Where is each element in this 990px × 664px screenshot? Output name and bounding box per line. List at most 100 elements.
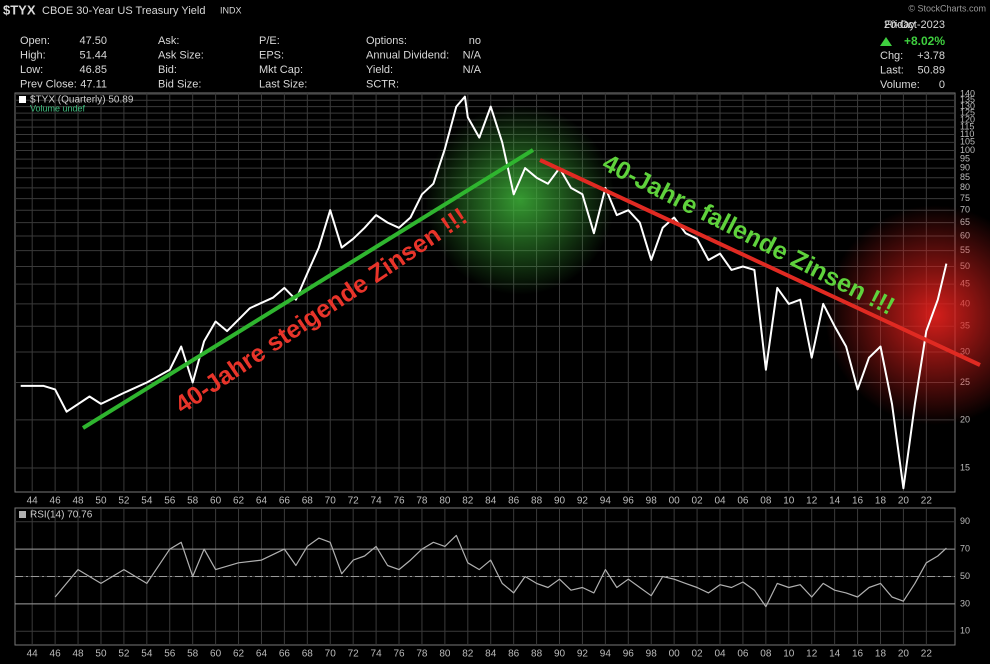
x-tick-label: 88 — [531, 496, 543, 507]
quote-value: 46.85 — [79, 64, 107, 76]
x-tick-label: 60 — [210, 649, 222, 660]
x-tick-label: 78 — [416, 649, 428, 660]
quote-label: Prev Close: — [20, 78, 77, 90]
x-tick-label: 96 — [623, 649, 635, 660]
series-line — [54, 534, 947, 608]
falling-trend-line — [539, 158, 981, 367]
x-tick-label: 82 — [462, 496, 474, 507]
y-tick-label: 100 — [960, 145, 975, 155]
y-tick-label: 70 — [960, 543, 970, 553]
quote-value: 47.50 — [79, 35, 107, 47]
volume-label: Volume undef — [30, 103, 86, 113]
stat-value: 50.89 — [917, 64, 945, 76]
x-tick-label: 04 — [714, 496, 726, 507]
x-tick-label: 56 — [164, 649, 176, 660]
x-tick-label: 14 — [829, 649, 841, 660]
y-tick-label: 95 — [960, 153, 970, 163]
y-tick-label: 140 — [960, 89, 975, 99]
x-tick-label: 44 — [27, 649, 39, 660]
x-tick-label: 88 — [531, 649, 543, 660]
change-pct: +8.02% — [904, 34, 945, 48]
x-tick-label: 64 — [256, 496, 268, 507]
quote-label: Mkt Cap: — [259, 64, 303, 76]
x-tick-label: 78 — [416, 496, 428, 507]
y-tick-label: 30 — [960, 598, 970, 608]
x-tick-label: 00 — [669, 496, 681, 507]
x-tick-label: 72 — [348, 496, 360, 507]
y-tick-label: 135 — [960, 95, 975, 105]
x-tick-label: 50 — [95, 496, 107, 507]
x-tick-label: 70 — [325, 649, 337, 660]
x-tick-label: 80 — [439, 496, 451, 507]
x-tick-label: 74 — [371, 496, 383, 507]
x-tick-label: 46 — [50, 496, 62, 507]
x-tick-label: 06 — [737, 496, 749, 507]
series-line — [20, 95, 948, 490]
x-tick-label: 86 — [508, 496, 520, 507]
y-tick-label: 125 — [960, 108, 975, 118]
y-tick-label: 110 — [960, 129, 974, 139]
x-tick-label: 74 — [371, 649, 383, 660]
quote-value: N/A — [463, 64, 482, 76]
x-tick-label: 48 — [72, 649, 84, 660]
x-tick-label: 18 — [875, 649, 887, 660]
x-tick-label: 06 — [737, 649, 749, 660]
y-tick-label: 75 — [960, 193, 970, 203]
x-tick-label: 08 — [760, 496, 772, 507]
day: Friday — [884, 19, 915, 31]
quote-value: no — [469, 35, 481, 47]
x-tick-label: 72 — [348, 649, 360, 660]
quote-label: Open: — [20, 35, 50, 47]
x-tick-label: 12 — [806, 649, 818, 660]
x-tick-label: 62 — [233, 496, 245, 507]
stat-label: Last: — [880, 64, 904, 76]
x-tick-label: 84 — [485, 649, 497, 660]
x-tick-label: 56 — [164, 496, 176, 507]
quote-label: Ask Size: — [158, 49, 204, 61]
x-tick-label: 98 — [646, 649, 658, 660]
x-tick-label: 20 — [898, 496, 910, 507]
y-tick-label: 105 — [960, 137, 975, 147]
stat-label: Volume: — [880, 79, 920, 91]
quote-label: Last Size: — [259, 78, 307, 90]
y-tick-label: 90 — [960, 163, 970, 173]
x-tick-label: 04 — [714, 649, 726, 660]
y-tick-label: 80 — [960, 182, 970, 192]
x-tick-label: 94 — [600, 496, 612, 507]
x-tick-label: 92 — [577, 496, 589, 507]
x-tick-label: 68 — [302, 496, 314, 507]
stat-label: Chg: — [880, 50, 903, 62]
y-tick-label: 120 — [960, 114, 975, 124]
quote-label: Options: — [366, 35, 407, 47]
legend-swatch — [19, 511, 26, 518]
stat-value: 0 — [939, 79, 945, 91]
x-tick-label: 94 — [600, 649, 612, 660]
x-tick-label: 62 — [233, 649, 245, 660]
x-tick-label: 82 — [462, 649, 474, 660]
x-tick-label: 66 — [279, 649, 291, 660]
y-tick-label: 10 — [960, 626, 970, 636]
x-tick-label: 10 — [783, 496, 795, 507]
x-tick-label: 84 — [485, 496, 497, 507]
x-tick-label: 60 — [210, 496, 222, 507]
quote-label: SCTR: — [366, 78, 399, 90]
legend-label: $TYX (Quarterly) 50.89 — [30, 95, 134, 106]
x-tick-label: 68 — [302, 649, 314, 660]
x-tick-label: 10 — [783, 649, 795, 660]
up-arrow — [880, 37, 892, 46]
x-tick-label: 96 — [623, 496, 635, 507]
x-tick-label: 86 — [508, 649, 520, 660]
x-tick-label: 92 — [577, 649, 589, 660]
y-tick-label: 115 — [960, 121, 974, 131]
x-tick-label: 16 — [852, 649, 864, 660]
x-tick-label: 80 — [439, 649, 451, 660]
quote-value: 51.44 — [79, 49, 107, 61]
red-glow — [825, 205, 990, 425]
x-tick-label: 46 — [50, 649, 62, 660]
x-tick-label: 66 — [279, 496, 291, 507]
y-tick-label: 130 — [960, 101, 975, 111]
x-tick-label: 18 — [875, 496, 887, 507]
x-tick-label: 22 — [921, 649, 933, 660]
